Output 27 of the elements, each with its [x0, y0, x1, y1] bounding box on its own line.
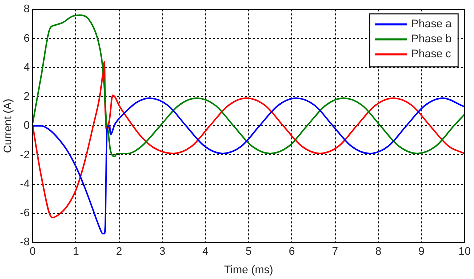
x-tick-label: 3	[159, 246, 166, 258]
y-tick-label: 6	[24, 32, 30, 45]
y-tick-label: 4	[24, 62, 30, 74]
y-tick-label: -6	[20, 208, 30, 220]
y-tick-label: 2	[24, 91, 30, 104]
x-tick-label: 2	[116, 246, 122, 258]
line-series	[32, 98, 465, 235]
legend-label: Phase a	[412, 18, 453, 31]
x-tick-label: 6	[289, 246, 296, 258]
x-tick-label: 4	[202, 246, 209, 258]
x-tick-label: 10	[458, 246, 472, 258]
x-tick-label: 8	[375, 246, 382, 258]
line-series	[32, 14, 465, 158]
y-tick-label: 8	[24, 4, 30, 16]
legend-label: Phase c	[412, 48, 452, 61]
y-tick-label: -8	[20, 236, 30, 249]
legend-label: Phase b	[412, 34, 452, 46]
y-tick-label: -4	[20, 178, 30, 190]
x-tick-label: 9	[418, 246, 425, 258]
line-series	[32, 61, 465, 219]
y-tick-label: -2	[20, 149, 30, 162]
x-tick-label: 5	[246, 246, 252, 258]
x-axis-title: Time (ms)	[224, 264, 274, 276]
x-tick-label: 1	[73, 246, 80, 258]
y-tick-label: 0	[24, 120, 30, 132]
y-axis-title: Current (A)	[2, 98, 15, 154]
x-tick-label: 7	[332, 246, 338, 258]
